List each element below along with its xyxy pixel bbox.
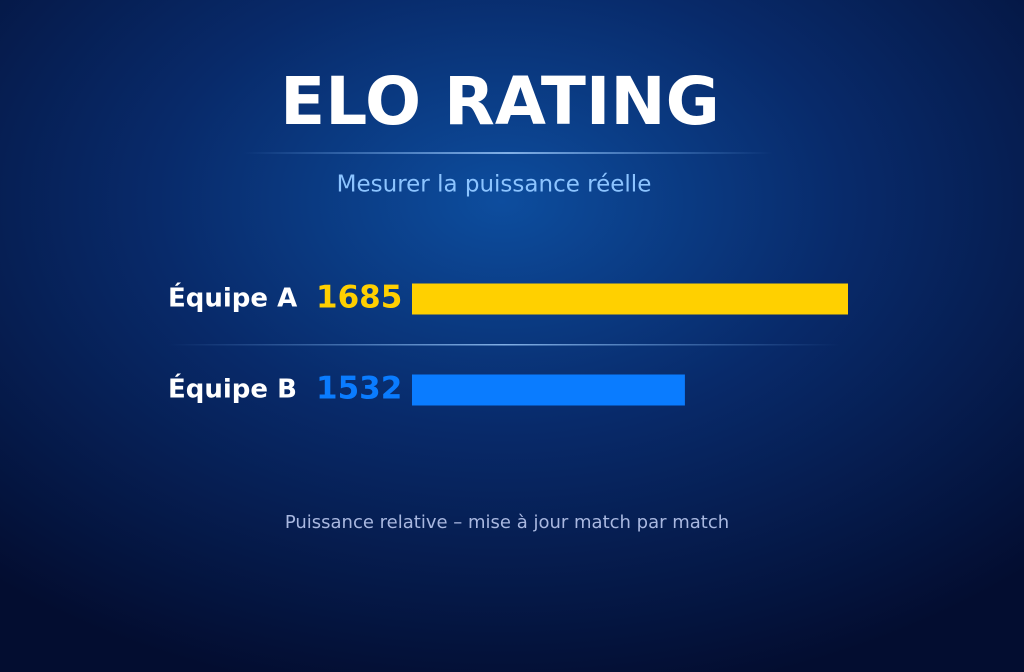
category-label: Équipe B (168, 373, 297, 405)
bar (412, 374, 685, 406)
chart-title: ELO RATING (280, 63, 720, 140)
bar (412, 283, 848, 315)
category-label: Équipe A (168, 282, 297, 314)
annotation: Puissance relative – mise à jour match p… (285, 512, 729, 533)
title-rule (243, 152, 773, 154)
row-separator (168, 344, 840, 346)
value-label: 1685 (316, 280, 402, 316)
chart-subtitle: Mesurer la puissance réelle (337, 172, 652, 198)
value-label: 1532 (316, 371, 402, 407)
